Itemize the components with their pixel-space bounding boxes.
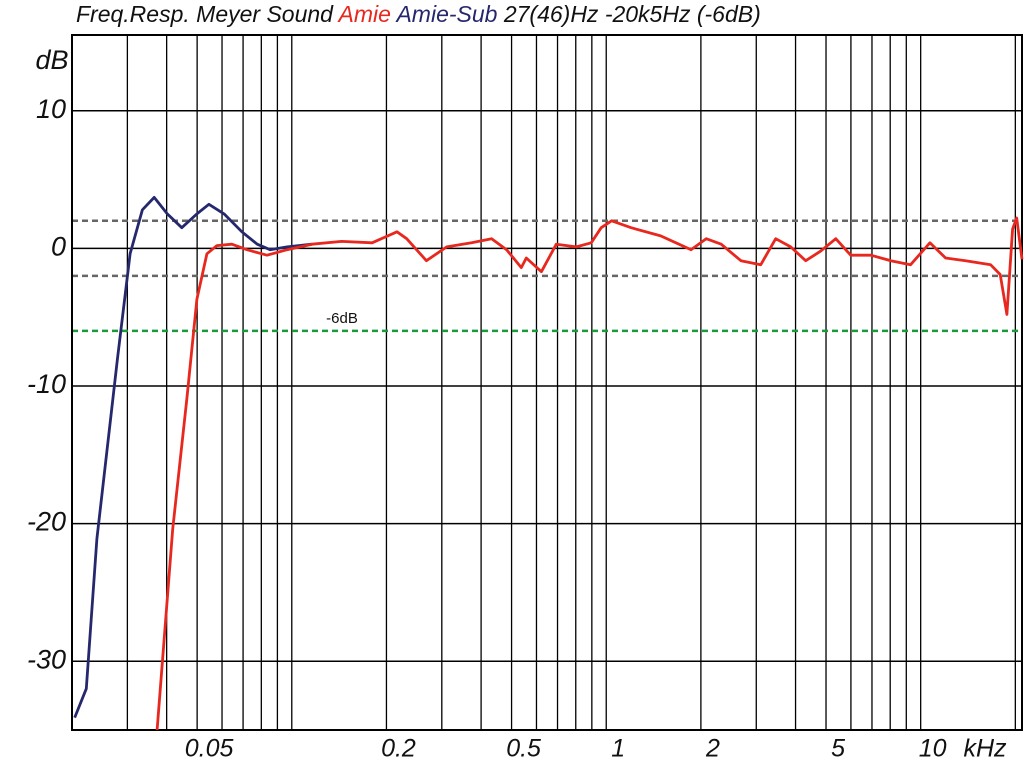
x-tick-label: 0.2: [381, 735, 416, 763]
chart-title: Freq.Resp. Meyer Sound: [76, 1, 334, 27]
x-tick-label: 0.5: [506, 735, 541, 763]
reference-label: -6dB: [326, 310, 358, 327]
y-tick-label: -10: [27, 369, 66, 399]
series-line: [155, 216, 1024, 731]
y-axis-label: dB: [35, 45, 68, 75]
chart-title-line: Freq.Resp. Meyer Sound Amie Amie-Sub 27(…: [76, 1, 761, 27]
x-tick-label: 0.05: [185, 735, 234, 763]
x-axis-label: kHz: [963, 735, 1007, 763]
x-tick-label: 2: [705, 735, 720, 763]
chart-subtitle: 27(46)Hz -20k5Hz (-6dB): [503, 1, 761, 27]
x-tick-label: 5: [831, 735, 845, 763]
y-tick-label: 10: [36, 94, 66, 124]
plot-frame: [71, 34, 1023, 731]
y-tick-label: -20: [27, 507, 66, 537]
x-tick-label: 10: [919, 735, 947, 763]
y-tick-label: 0: [51, 231, 66, 261]
x-tick-label: 1: [611, 735, 625, 763]
legend-entry: Amie-Sub: [394, 1, 497, 27]
y-tick-label: -30: [27, 644, 66, 674]
legend-entry: Amie: [337, 1, 391, 27]
series-line: [73, 196, 313, 719]
